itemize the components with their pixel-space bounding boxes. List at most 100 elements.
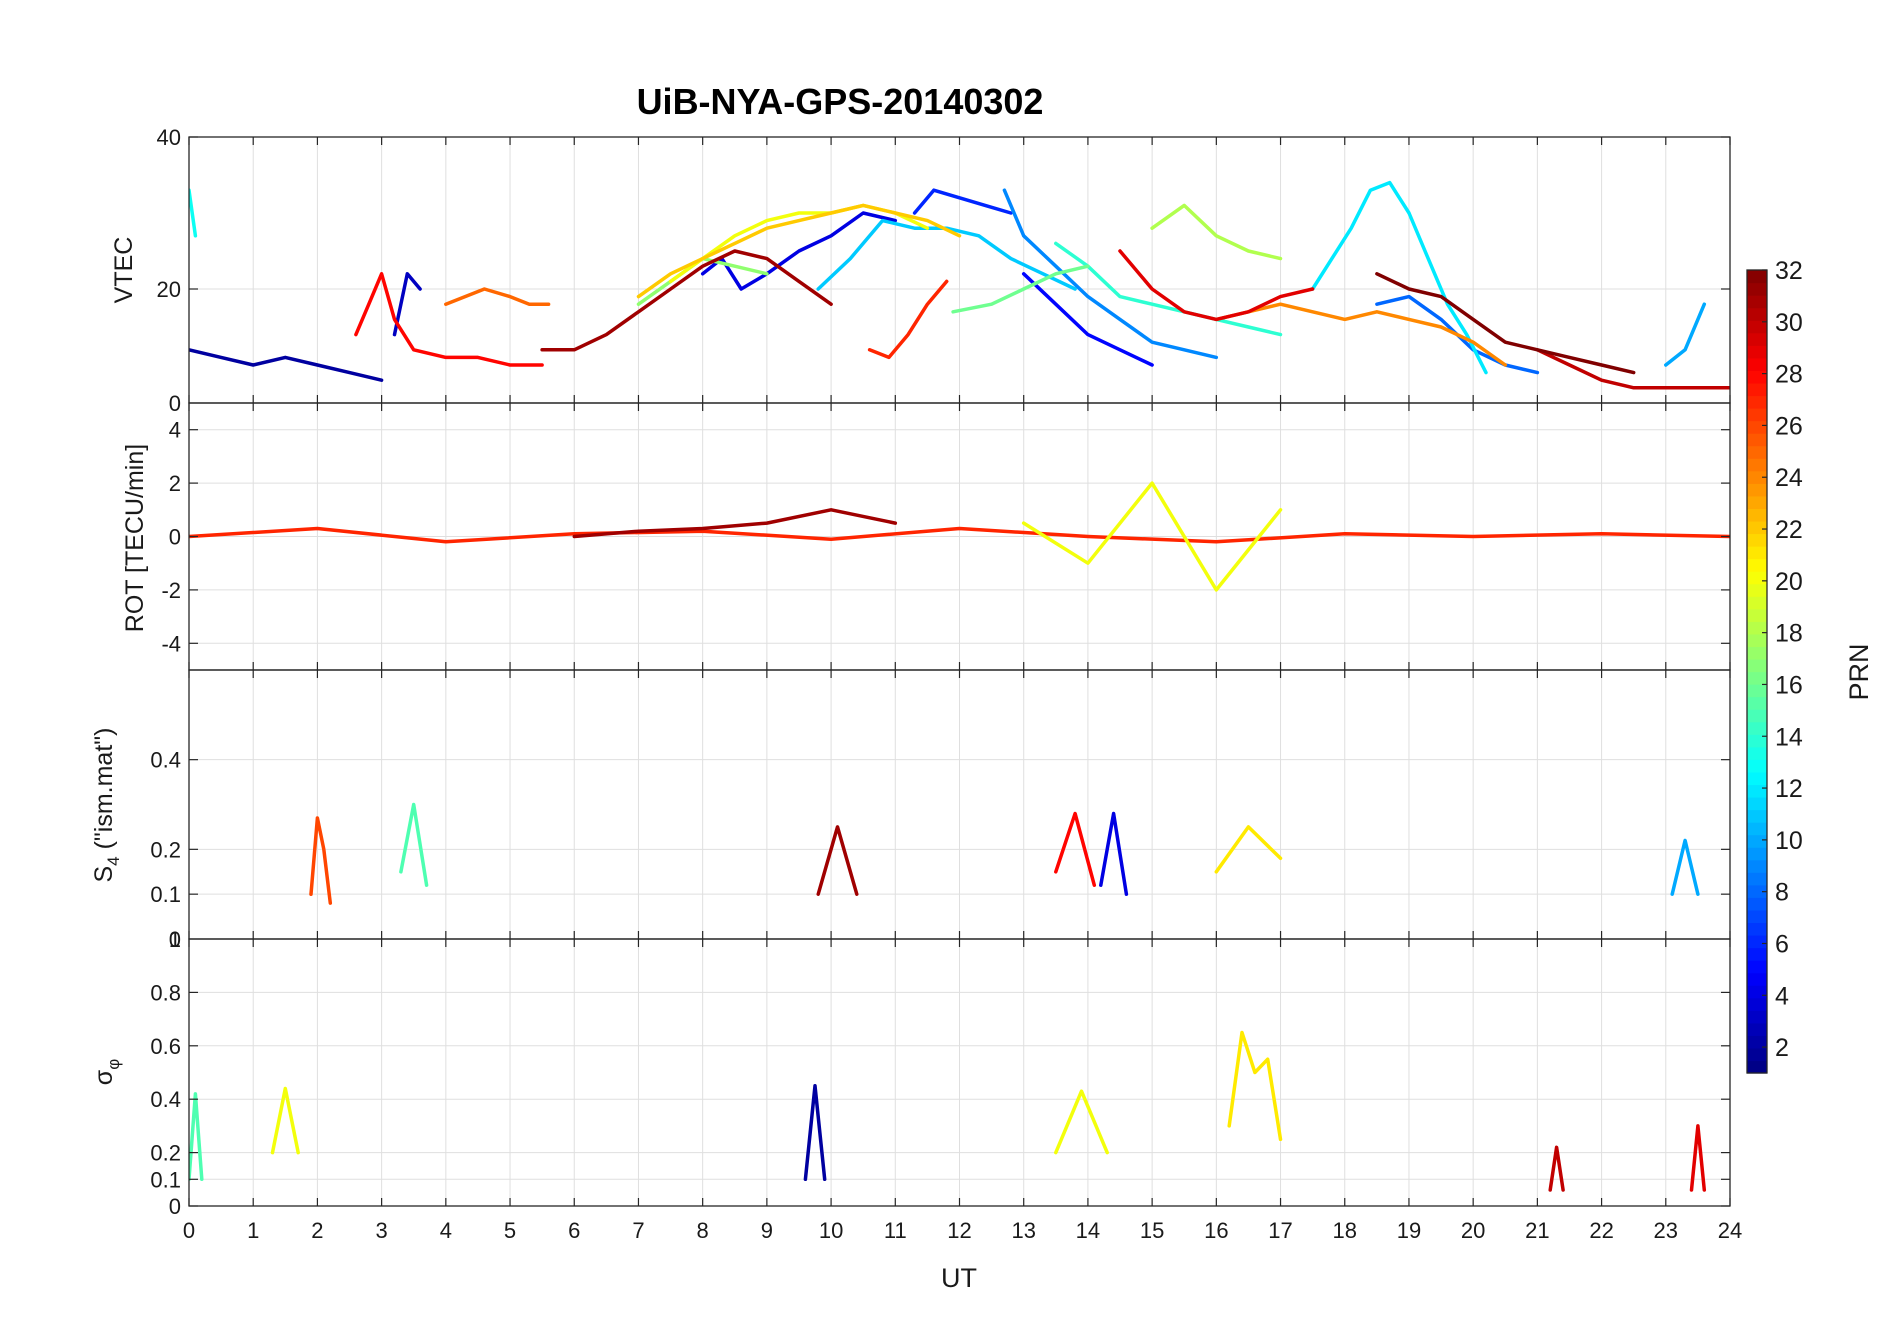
colorbar-tick-label: 10 [1775,827,1803,855]
colorbar-segment [1747,997,1767,1011]
colorbar-tick-label: 32 [1775,257,1803,285]
vtec-series-prn-10 [1664,302,1707,367]
sigma-ytick-label: 0.4 [150,1087,181,1112]
colorbar-segment [1747,796,1767,811]
colorbar-tick-label: 28 [1775,361,1803,389]
colorbar-tick-label: 24 [1775,464,1803,492]
s4-ytick-label: 0.4 [150,748,181,773]
s4-y-axis-label: S4 ("ism.mat") [90,727,123,882]
xtick-label: 12 [947,1218,971,1243]
s4-series-prn-21 [1214,825,1283,874]
colorbar-segment [1747,520,1767,535]
xtick-label: 8 [697,1218,709,1243]
vtec-series-prn-30 [1535,348,1730,390]
s4-ytick-label: 0.2 [150,837,181,862]
s4-series-prn-4 [1099,811,1129,896]
colorbar-tick-label: 4 [1775,982,1789,1010]
colorbar-segment [1747,382,1767,397]
xtick-label: 7 [632,1218,644,1243]
colorbar-segment [1747,483,1767,497]
colorbar-segment [1747,721,1767,735]
colorbar-tick-label: 6 [1775,930,1789,958]
rot-series-prn-20 [1021,481,1283,592]
xtick-label: 0 [183,1218,195,1243]
colorbar-segment [1747,495,1767,509]
colorbar-segment [1747,558,1767,572]
colorbar-tick-label: 22 [1775,516,1803,544]
rot-ytick-label: 0 [169,525,181,550]
colorbar-segment [1747,960,1767,974]
xtick-label: 2 [311,1218,323,1243]
rot-ytick-label: 4 [169,418,181,443]
colorbar-tick-label: 14 [1775,723,1803,751]
xtick-label: 11 [884,1218,907,1243]
xtick-label: 10 [819,1218,843,1243]
sigma-ytick-label: 0.1 [150,1167,181,1192]
colorbar-segment [1747,332,1767,346]
xtick-label: 3 [376,1218,388,1243]
colorbar-segment [1747,834,1767,848]
xtick-label: 22 [1589,1218,1613,1243]
colorbar-segment [1747,671,1767,685]
panel-s4: 0.1 0.2 0.4 0 S4 ("ism.mat") [90,669,1731,952]
colorbar-segment [1747,571,1767,585]
colorbar-box [1746,269,1768,1074]
rot-series-prn-31 [572,508,898,539]
colorbar-segment [1747,1035,1767,1049]
colorbar-segment [1747,734,1767,748]
xtick-label: 23 [1654,1218,1678,1243]
xtick-label: 20 [1461,1218,1485,1243]
rot-ytick-label: 2 [169,471,181,496]
colorbar-segment [1747,658,1767,673]
vtec-series [189,180,1730,390]
colorbar-segment [1747,822,1767,836]
rot-series-prn-27 [189,526,1730,544]
sigma-series-prn-30 [1548,1145,1565,1192]
rot-y-axis-label: ROT [TECU/min] [121,444,149,632]
vtec-series-prn-5 [1021,272,1154,367]
s4-series-prn-15 [399,802,429,887]
colorbar-segment [1747,282,1767,296]
vtec-series-prn-9 [1002,188,1219,360]
s4-series-prn-28 [1054,811,1097,887]
colorbar-segment [1747,972,1767,986]
sigma-series [189,1030,1707,1192]
xtick-label: 21 [1525,1218,1549,1243]
vtec-ytick-label: 40 [157,125,181,150]
xtick-label: 9 [761,1218,773,1243]
colorbar-segment [1747,295,1767,309]
colorbar-tick-label: 12 [1775,775,1803,803]
colorbar-segment [1747,458,1767,472]
colorbar-segment [1747,847,1767,861]
colorbar-segment [1747,696,1767,710]
s4-series-prn-31 [816,825,859,896]
colorbar-tick-label: 8 [1775,879,1789,907]
rot-ytick-top-label: 0 [169,391,181,416]
colorbar-tick-label: 16 [1775,671,1803,699]
colorbar-segment [1747,508,1767,522]
s4-ytick-label: 0.1 [150,882,181,907]
colorbar-segment [1747,433,1767,447]
vtec-series-prn-25 [444,287,551,306]
colorbar-segment [1747,934,1767,949]
xtick-label: 6 [568,1218,580,1243]
colorbar-segment [1747,307,1767,321]
colorbar-segment [1747,859,1767,873]
vtec-y-axis-label: VTEC [110,237,138,304]
sigma-ytick-label: 0.6 [150,1034,181,1059]
colorbar-segment [1747,947,1767,961]
xtick-label: 16 [1204,1218,1228,1243]
vtec-series-prn-2 [189,348,384,382]
vtec-series-prn-14 [1054,241,1283,337]
sigma-series-prn-21 [1227,1030,1283,1142]
vtec-series-prn-32 [1375,272,1636,375]
colorbar-segment [1747,345,1767,359]
xtick-label: 14 [1076,1218,1100,1243]
colorbar-segment [1747,872,1767,886]
vtec-ytick-label: 20 [157,277,181,302]
xtick-label: 19 [1397,1218,1421,1243]
colorbar-segment [1747,922,1767,936]
colorbar-segment [1747,784,1767,798]
sigma-ytick-label: 0.8 [150,980,181,1005]
